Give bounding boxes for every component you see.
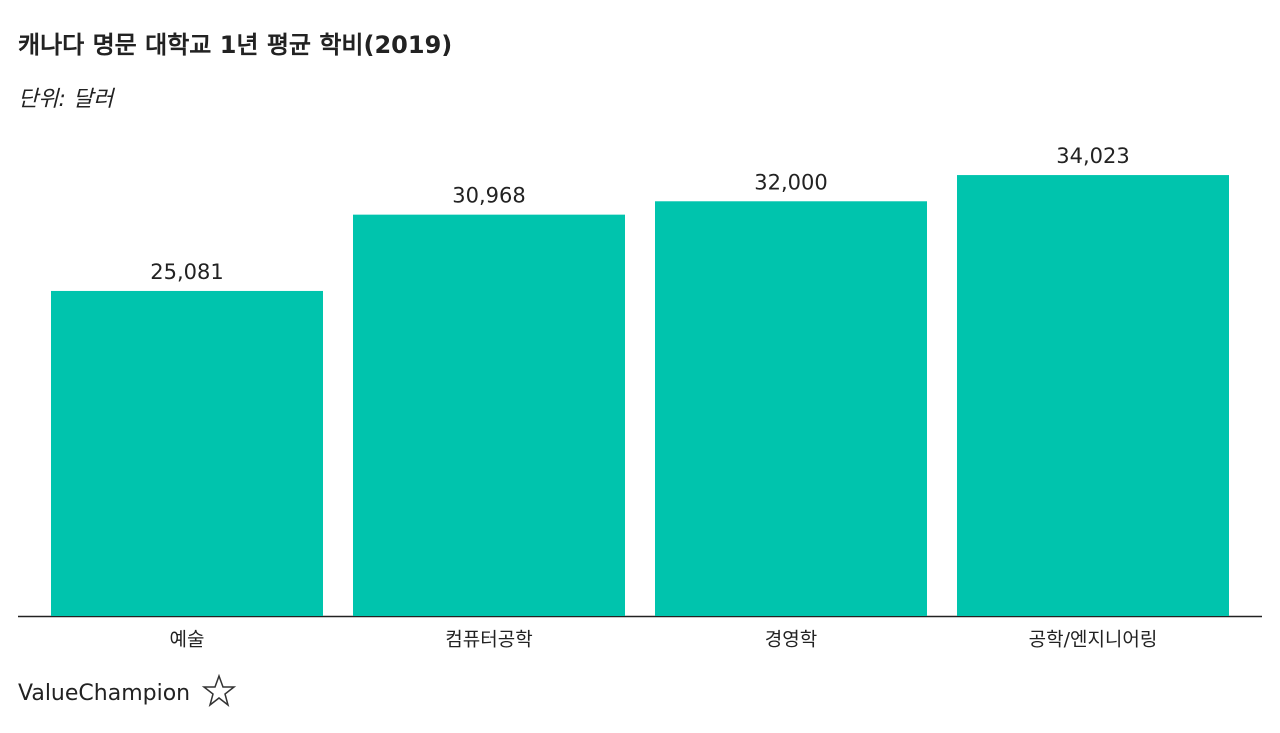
bar: [353, 214, 625, 616]
x-tick-label: 컴퓨터공학: [445, 629, 532, 651]
value-label: 25,081: [150, 260, 223, 284]
value-label: 34,023: [1056, 144, 1129, 168]
brand-logo: ValueChampion: [18, 681, 190, 706]
value-label: 32,000: [754, 170, 827, 194]
x-tick-label: 예술: [170, 629, 205, 651]
bar: [655, 201, 927, 616]
chart-title: 캐나다 명문 대학교 1년 평균 학비(2019): [18, 31, 452, 59]
x-tick-label: 공학/엔지니어링: [1029, 629, 1158, 651]
x-tick-label: 경영학: [765, 629, 817, 651]
bar: [51, 290, 323, 616]
chart-subtitle: 단위: 달러: [18, 87, 115, 112]
bar: [957, 175, 1229, 616]
value-label: 30,968: [452, 184, 525, 208]
brand-star: [201, 673, 237, 707]
